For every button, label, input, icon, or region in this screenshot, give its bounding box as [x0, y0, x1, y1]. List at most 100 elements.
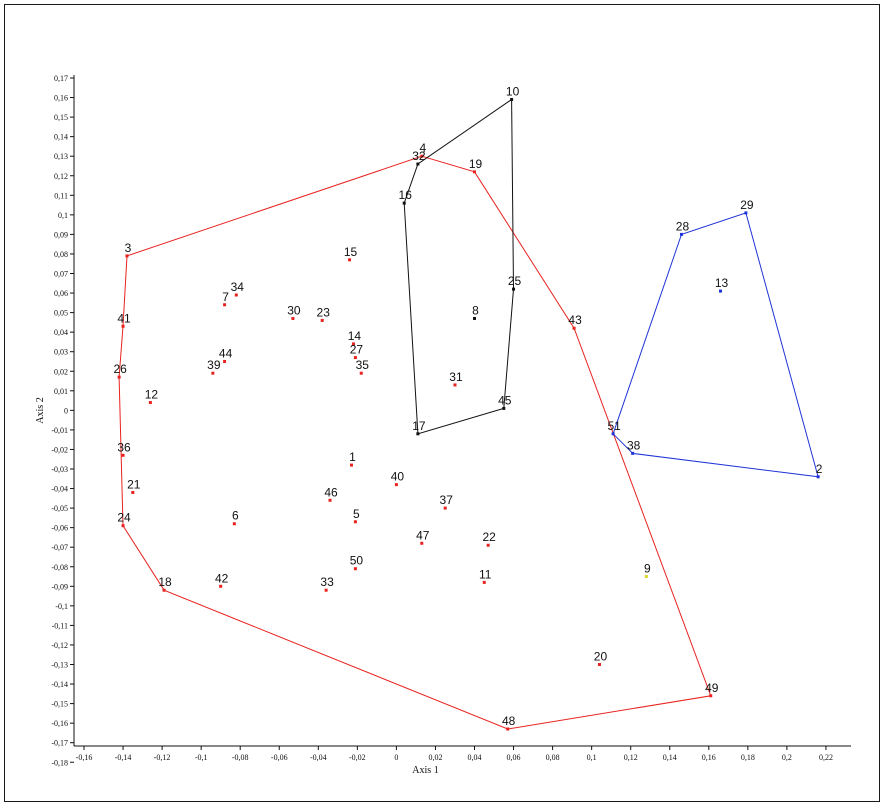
- axes: -0,16 -0,14 -0,12 -0,1 -0,08 -0,06 -0,04 -0,02 0…: [51, 74, 851, 767]
- point-label-20: 20: [594, 650, 608, 664]
- point-14: [351, 342, 355, 346]
- x-tick-label: 0,18: [741, 753, 755, 762]
- point-label-25: 25: [508, 274, 522, 288]
- x-tick-label: 0,08: [546, 753, 560, 762]
- point-label-38: 38: [627, 438, 641, 452]
- point-4: [420, 154, 424, 158]
- point-47: [420, 541, 424, 545]
- x-tick-label: -0,08: [232, 753, 249, 762]
- y-tick-label: -0,17: [51, 739, 68, 748]
- y-tick-label: -0,08: [51, 563, 68, 572]
- x-tick-label: 0,1: [587, 753, 597, 762]
- y-tick-label: -0,18: [51, 758, 68, 767]
- x-tick-label: 0,22: [819, 753, 833, 762]
- point-2: [816, 475, 820, 479]
- point-label-32: 32: [412, 149, 426, 163]
- point-label-18: 18: [158, 575, 172, 589]
- point-label-2: 2: [816, 462, 823, 476]
- point-8: [473, 316, 476, 320]
- point-label-14: 14: [348, 329, 362, 343]
- y-tick-label: -0,02: [51, 445, 68, 454]
- point-3: [125, 254, 129, 258]
- point-6: [232, 522, 236, 526]
- point-40: [394, 483, 398, 487]
- point-label-36: 36: [117, 440, 131, 454]
- x-tick-label: 0,14: [663, 753, 677, 762]
- data-points: 1234567891011121314151617181920212223242…: [113, 85, 823, 731]
- point-label-30: 30: [287, 303, 301, 317]
- point-label-39: 39: [207, 358, 221, 372]
- point-15: [348, 258, 352, 262]
- y-tick-label: -0,03: [51, 465, 68, 474]
- y-tick-label: -0,04: [51, 485, 68, 494]
- point-34: [234, 293, 238, 297]
- y-tick-label: 0,11: [54, 191, 68, 200]
- x-tick-label: 0: [394, 753, 398, 762]
- point-label-27: 27: [350, 343, 364, 357]
- y-tick-label: 0,04: [54, 328, 68, 337]
- y-tick-label: 0,06: [54, 289, 68, 298]
- point-label-44: 44: [219, 346, 233, 360]
- point-36: [121, 453, 125, 457]
- point-43: [572, 326, 576, 330]
- point-7: [223, 303, 227, 307]
- point-label-26: 26: [113, 362, 127, 376]
- point-label-49: 49: [705, 681, 719, 695]
- hull-blue: [612, 212, 819, 478]
- point-31: [453, 383, 457, 387]
- y-tick-label: 0,09: [54, 230, 68, 239]
- point-42: [219, 584, 223, 588]
- point-label-16: 16: [399, 188, 413, 202]
- y-tick-label: -0,01: [51, 426, 68, 435]
- y-tick-label: 0,1: [58, 211, 68, 220]
- point-label-21: 21: [127, 477, 141, 491]
- point-21: [131, 490, 135, 494]
- x-tick-label: -0,06: [271, 753, 288, 762]
- x-tick-label: -0,04: [310, 753, 327, 762]
- x-axis-title: Axis 1: [412, 765, 438, 776]
- point-26: [117, 375, 121, 379]
- point-label-45: 45: [498, 393, 512, 407]
- x-tick-label: -0,14: [115, 753, 132, 762]
- y-tick-label: -0,13: [51, 661, 68, 670]
- y-tick-label: 0,01: [54, 387, 68, 396]
- point-29: [744, 211, 748, 215]
- x-tick-label: 0,04: [468, 753, 482, 762]
- x-tick-label: 0,02: [428, 753, 442, 762]
- point-label-12: 12: [145, 388, 159, 402]
- y-tick-label: -0,16: [51, 719, 68, 728]
- point-41: [121, 324, 125, 328]
- point-16: [402, 201, 406, 205]
- point-label-42: 42: [215, 571, 229, 585]
- y-tick-label: 0,08: [54, 250, 68, 259]
- point-39: [211, 371, 215, 375]
- point-25: [512, 287, 516, 291]
- point-label-1: 1: [349, 450, 356, 464]
- point-35: [359, 371, 363, 375]
- point-50: [353, 567, 357, 571]
- y-tick-label: 0,05: [54, 309, 68, 318]
- point-label-3: 3: [125, 241, 132, 255]
- point-label-22: 22: [482, 530, 496, 544]
- point-label-43: 43: [568, 313, 582, 327]
- y-tick-label: -0,14: [51, 680, 68, 689]
- point-label-19: 19: [469, 157, 483, 171]
- x-tick-label: -0,02: [349, 753, 366, 762]
- x-tick-label: 0,2: [782, 753, 792, 762]
- y-tick-label: -0,1: [55, 602, 68, 611]
- point-label-48: 48: [502, 714, 516, 728]
- point-label-6: 6: [232, 509, 239, 523]
- chart-frame: -0,16 -0,14 -0,12 -0,1 -0,08 -0,06 -0,04 -0,02 0…: [4, 4, 880, 802]
- y-tick-label: 0: [64, 406, 68, 415]
- point-9: [644, 575, 648, 579]
- x-tick-label: -0,16: [76, 753, 93, 762]
- y-tick-label: -0,12: [51, 641, 68, 650]
- point-10: [510, 98, 514, 102]
- point-label-51: 51: [607, 419, 621, 433]
- point-12: [148, 401, 152, 405]
- point-label-34: 34: [231, 280, 245, 294]
- point-51: [611, 432, 615, 436]
- y-tick-label: 0,13: [54, 152, 68, 161]
- point-label-4: 4: [419, 141, 426, 155]
- point-44: [223, 359, 227, 363]
